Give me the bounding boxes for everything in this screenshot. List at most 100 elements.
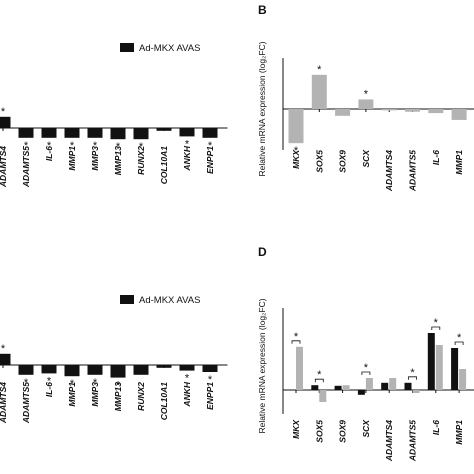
bar bbox=[412, 390, 420, 393]
significance-star: * bbox=[208, 374, 213, 386]
bar bbox=[133, 128, 149, 140]
bar bbox=[451, 109, 467, 120]
category-label: ENPP1 bbox=[205, 382, 215, 410]
significance-star: * bbox=[93, 140, 98, 152]
bar bbox=[365, 378, 373, 390]
significance-star: * bbox=[317, 369, 322, 381]
y-axis-label: Relative mRNA expression (log₂FC) bbox=[257, 298, 267, 433]
bar bbox=[459, 369, 467, 390]
category-label: ADAMTS4 bbox=[0, 146, 8, 188]
legend-swatch bbox=[120, 43, 134, 52]
significance-star: * bbox=[185, 373, 190, 385]
significance-bracket bbox=[291, 340, 301, 344]
bar bbox=[18, 365, 34, 375]
bar bbox=[404, 382, 412, 390]
bar bbox=[381, 382, 389, 390]
significance-bracket bbox=[408, 376, 417, 380]
category-label: ADAMTS5 bbox=[21, 382, 31, 424]
bar bbox=[311, 74, 327, 109]
significance-star: * bbox=[70, 140, 75, 152]
bar bbox=[0, 116, 11, 128]
significance-star: * bbox=[1, 106, 6, 118]
category-label: RUNX2 bbox=[136, 146, 146, 175]
panel-label: D bbox=[258, 245, 267, 259]
category-label: MMP1 bbox=[67, 382, 77, 407]
significance-star: * bbox=[294, 145, 299, 157]
category-label: ENPP1 bbox=[205, 146, 215, 174]
bar bbox=[428, 109, 444, 114]
category-label: ANKH bbox=[182, 145, 192, 171]
significance-star: * bbox=[457, 332, 462, 344]
significance-star: * bbox=[294, 331, 299, 343]
bar bbox=[342, 385, 350, 390]
category-label: SCX bbox=[361, 149, 371, 168]
significance-star: * bbox=[208, 140, 213, 152]
category-label: ADAMTS5 bbox=[408, 150, 418, 192]
bar bbox=[357, 390, 365, 395]
bar bbox=[334, 385, 342, 390]
bar bbox=[110, 128, 126, 140]
significance-bracket bbox=[361, 371, 371, 375]
category-label: ADAMTS5 bbox=[21, 146, 31, 188]
significance-star: * bbox=[93, 377, 98, 389]
category-label: IL-6 bbox=[431, 150, 441, 165]
bar bbox=[435, 345, 443, 390]
significance-bracket bbox=[431, 326, 441, 330]
category-label: ADAMTS4 bbox=[384, 420, 394, 462]
category-label: SOX5 bbox=[314, 150, 324, 173]
y-axis-label: Relative mRNA expression (log₂FC) bbox=[257, 41, 267, 176]
bar bbox=[156, 365, 172, 368]
legend-swatch bbox=[120, 295, 134, 304]
category-label: MMP1 bbox=[454, 150, 464, 175]
significance-star: * bbox=[185, 138, 190, 150]
significance-star: * bbox=[47, 140, 52, 152]
bar bbox=[87, 365, 103, 375]
significance-bracket bbox=[314, 378, 324, 383]
significance-star: * bbox=[317, 64, 322, 76]
significance-star: * bbox=[434, 317, 439, 329]
category-label: IL-6 bbox=[44, 146, 54, 161]
panel-label: B bbox=[258, 3, 267, 17]
category-label: MMP1 bbox=[67, 146, 77, 171]
bar bbox=[64, 365, 80, 377]
significance-star: * bbox=[47, 375, 52, 387]
bar bbox=[202, 365, 218, 372]
category-label: COL10A1 bbox=[159, 382, 169, 421]
category-label: SOX9 bbox=[338, 150, 348, 173]
bar bbox=[64, 128, 80, 138]
significance-star: * bbox=[116, 380, 121, 392]
category-label: MMP13 bbox=[113, 146, 123, 176]
category-label: MMP3 bbox=[90, 146, 100, 171]
bar bbox=[156, 128, 172, 131]
significance-star: * bbox=[24, 140, 29, 152]
category-label: MMP1 bbox=[454, 420, 464, 445]
category-label: IL-6 bbox=[44, 382, 54, 397]
significance-bracket bbox=[454, 341, 464, 345]
bar bbox=[288, 109, 304, 144]
bar bbox=[179, 128, 195, 137]
bar bbox=[0, 353, 11, 365]
category-label: ANKH bbox=[182, 381, 192, 407]
category-label: SOX5 bbox=[314, 420, 324, 443]
category-label: ADAMTS4 bbox=[0, 382, 8, 424]
category-label: MKX bbox=[291, 419, 301, 439]
significance-star: * bbox=[410, 367, 415, 379]
bar bbox=[381, 109, 397, 111]
bar bbox=[335, 109, 351, 116]
bar bbox=[110, 365, 126, 378]
bar bbox=[389, 378, 397, 390]
bar bbox=[358, 99, 374, 109]
significance-star: * bbox=[24, 377, 29, 389]
bar bbox=[405, 109, 420, 112]
significance-star: * bbox=[364, 362, 369, 374]
category-label: ADAMTS4 bbox=[384, 150, 394, 192]
bar bbox=[41, 128, 57, 138]
significance-star: * bbox=[116, 141, 121, 153]
bar bbox=[296, 346, 303, 390]
bar bbox=[319, 390, 327, 402]
category-label: SCX bbox=[361, 419, 371, 438]
bar bbox=[18, 128, 34, 138]
category-label: MKX bbox=[291, 149, 301, 169]
bar bbox=[41, 365, 57, 374]
category-label: ADAMTS5 bbox=[408, 420, 418, 462]
